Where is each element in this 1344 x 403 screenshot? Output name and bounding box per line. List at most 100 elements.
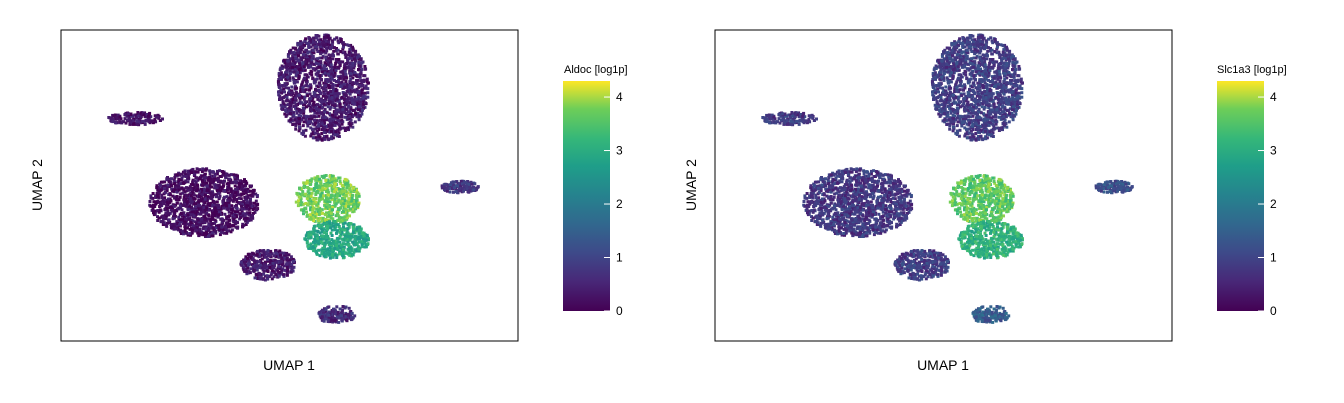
cell-point bbox=[951, 129, 955, 133]
cell-point bbox=[149, 204, 153, 208]
cell-point bbox=[448, 183, 452, 187]
cell-point bbox=[323, 203, 327, 207]
cell-point bbox=[267, 275, 271, 278]
cell-point bbox=[238, 212, 242, 216]
cell-point bbox=[340, 243, 344, 247]
cell-point bbox=[1007, 95, 1011, 99]
cell-point bbox=[345, 182, 349, 186]
cell-point bbox=[247, 258, 251, 262]
cell-point bbox=[192, 196, 195, 200]
cell-point bbox=[337, 123, 341, 127]
cell-point bbox=[182, 215, 186, 219]
cell-point bbox=[295, 94, 299, 98]
cell-point bbox=[228, 218, 231, 222]
cell-point bbox=[189, 197, 193, 200]
cell-point bbox=[165, 186, 169, 190]
cell-point bbox=[354, 249, 358, 253]
cell-point bbox=[188, 185, 192, 189]
cell-point bbox=[255, 262, 259, 266]
cell-point bbox=[339, 311, 343, 315]
cell-point bbox=[281, 263, 285, 267]
cell-point bbox=[254, 199, 258, 203]
cell-point bbox=[176, 207, 180, 211]
cell-point bbox=[205, 190, 209, 194]
cell-point bbox=[345, 210, 349, 214]
cell-point bbox=[346, 227, 349, 231]
cell-point bbox=[299, 199, 303, 203]
cell-point bbox=[191, 224, 195, 228]
cell-point bbox=[321, 127, 325, 131]
cell-point bbox=[338, 64, 342, 68]
cell-point bbox=[256, 249, 259, 253]
cell-point bbox=[350, 96, 354, 100]
cell-point bbox=[167, 218, 170, 222]
cell-point bbox=[337, 84, 341, 87]
cell-point bbox=[328, 107, 332, 111]
cell-point bbox=[320, 189, 324, 193]
cell-point bbox=[304, 37, 308, 41]
cell-point bbox=[302, 185, 306, 189]
cell-point bbox=[976, 109, 980, 113]
cell-point bbox=[334, 61, 338, 65]
cell-point bbox=[231, 223, 235, 227]
cell-point bbox=[328, 97, 332, 101]
cell-point bbox=[354, 112, 358, 116]
cell-point bbox=[245, 220, 249, 224]
cell-point bbox=[177, 197, 181, 201]
cell-point bbox=[326, 180, 330, 184]
cell-point bbox=[468, 184, 471, 188]
cell-point bbox=[343, 218, 347, 222]
cell-point bbox=[305, 42, 309, 45]
cell-point bbox=[149, 194, 153, 198]
cell-point bbox=[235, 186, 239, 190]
cell-point bbox=[201, 193, 205, 197]
cell-point bbox=[336, 94, 340, 98]
cell-point bbox=[219, 189, 223, 193]
cell-point bbox=[294, 103, 298, 107]
scatter-points bbox=[761, 33, 1134, 324]
cell-point bbox=[997, 103, 1001, 107]
cell-point bbox=[322, 319, 326, 323]
cell-point bbox=[350, 311, 354, 315]
cell-point bbox=[309, 233, 313, 237]
cell-point bbox=[356, 203, 360, 207]
cell-point bbox=[221, 199, 225, 203]
cell-point bbox=[339, 201, 343, 205]
x-axis-label: UMAP 1 bbox=[263, 357, 315, 373]
cell-point bbox=[305, 92, 309, 96]
cell-point bbox=[360, 81, 364, 85]
cell-point bbox=[247, 260, 251, 264]
cell-point bbox=[323, 38, 327, 42]
cell-point bbox=[266, 249, 270, 252]
cell-point bbox=[219, 207, 223, 211]
cell-point bbox=[190, 206, 194, 210]
cell-point bbox=[177, 220, 181, 224]
cell-point bbox=[312, 36, 316, 40]
cell-point bbox=[330, 39, 334, 43]
cell-point bbox=[353, 120, 357, 124]
cell-point bbox=[322, 67, 326, 71]
cell-point bbox=[320, 191, 324, 195]
cell-point bbox=[328, 220, 331, 224]
cell-point bbox=[340, 197, 344, 200]
cell-point bbox=[309, 83, 312, 87]
cell-point bbox=[355, 237, 359, 241]
cell-point bbox=[342, 179, 346, 183]
cell-point bbox=[298, 122, 301, 126]
cell-point bbox=[225, 195, 229, 199]
cell-point bbox=[344, 313, 348, 317]
cell-point bbox=[326, 91, 330, 95]
cell-point bbox=[1002, 81, 1006, 85]
cell-point bbox=[338, 127, 342, 131]
cell-point bbox=[341, 248, 345, 251]
cell-point bbox=[291, 76, 295, 80]
cell-point bbox=[205, 230, 208, 234]
cell-point bbox=[186, 233, 190, 237]
cell-point bbox=[249, 218, 253, 222]
cell-point bbox=[315, 176, 318, 180]
cell-point bbox=[341, 120, 345, 124]
cell-point bbox=[182, 218, 186, 222]
cell-point bbox=[360, 68, 364, 71]
cell-point bbox=[224, 176, 228, 180]
cell-point bbox=[298, 51, 302, 54]
